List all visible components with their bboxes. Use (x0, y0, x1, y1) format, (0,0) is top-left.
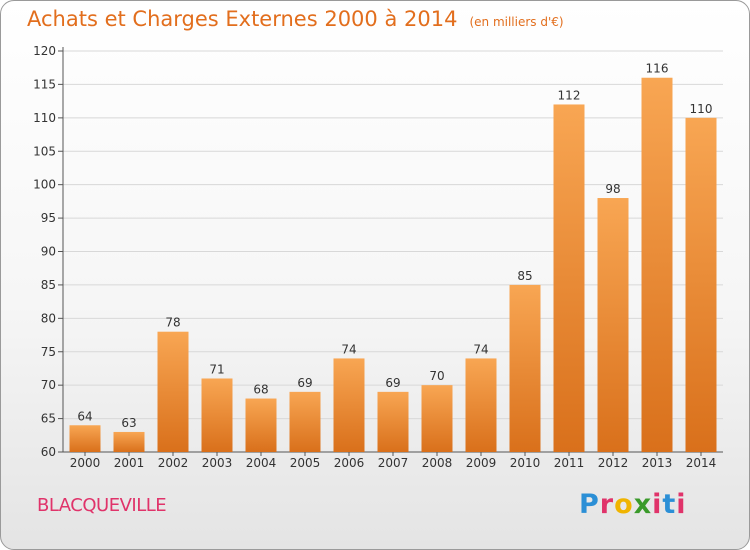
bar (201, 378, 233, 452)
bar (245, 398, 277, 452)
x-tick-label: 2002 (158, 456, 189, 470)
bar (69, 425, 101, 452)
chart-unit: (en milliers d'€) (469, 15, 564, 29)
x-tick-label: 2012 (598, 456, 629, 470)
bar (157, 331, 189, 452)
x-tick-label: 2011 (554, 456, 585, 470)
y-tick-label: 90 (41, 245, 56, 259)
bar-value-label: 71 (209, 362, 224, 376)
bar (597, 198, 629, 452)
x-tick-label: 2003 (202, 456, 233, 470)
x-tick-label: 2010 (510, 456, 541, 470)
y-tick-label: 110 (33, 111, 56, 125)
x-tick-label: 2008 (422, 456, 453, 470)
y-tick-label: 65 (41, 412, 56, 426)
commune-name: BLACQUEVILLE (37, 495, 167, 516)
logo-letter: x (633, 489, 653, 520)
bar (113, 431, 145, 452)
bar-value-label: 64 (77, 409, 92, 423)
axes: 60 65 70 75 80 85 90 95 100 105 110 115 120 2000 2001 2… (33, 44, 723, 470)
bar-value-label: 78 (165, 316, 180, 330)
logo-letter: P (579, 489, 600, 520)
bar (685, 117, 717, 452)
logo-letter: r (599, 489, 615, 520)
y-tick-label: 100 (33, 178, 56, 192)
x-tick-label: 2001 (114, 456, 145, 470)
bar-value-label: 110 (690, 102, 713, 116)
bar (289, 391, 321, 452)
bar (421, 385, 453, 452)
y-tick-label: 70 (41, 378, 56, 392)
x-tick-label: 2013 (642, 456, 673, 470)
chart-title: Achats et Charges Externes 2000 à 2014 (e… (27, 7, 564, 31)
bar (553, 104, 585, 452)
bar-value-label: 74 (473, 342, 488, 356)
x-tick-label: 2000 (70, 456, 101, 470)
bar-value-label: 69 (385, 376, 400, 390)
y-tick-label: 60 (41, 445, 56, 459)
y-tick-label: 115 (33, 77, 56, 91)
y-tick-label: 75 (41, 345, 56, 359)
bar-value-label: 85 (517, 269, 532, 283)
bar (465, 358, 497, 452)
x-tick-label: 2004 (246, 456, 277, 470)
y-tick-label: 105 (33, 144, 56, 158)
bar-value-label: 112 (558, 88, 581, 102)
bar (509, 284, 541, 452)
x-tick-label: 2006 (334, 456, 365, 470)
bar-value-label: 63 (121, 416, 136, 430)
bar-value-label: 70 (429, 369, 444, 383)
bar-value-label: 116 (646, 62, 669, 76)
y-tick-label: 95 (41, 211, 56, 225)
bar (641, 77, 673, 452)
proxiti-logo: Proxiti (579, 489, 687, 520)
x-tick-label: 2014 (686, 456, 717, 470)
chart-title-text: Achats et Charges Externes 2000 à 2014 (27, 7, 458, 31)
bar (333, 358, 365, 452)
x-tick-label: 2009 (466, 456, 497, 470)
y-tick-label: 120 (33, 44, 56, 58)
logo-letter: o (614, 489, 634, 520)
x-tick-label: 2007 (378, 456, 409, 470)
logo-letter: i (652, 489, 663, 520)
bars (69, 77, 717, 452)
bar (377, 391, 409, 452)
bar-value-label: 98 (605, 182, 620, 196)
x-tick-label: 2005 (290, 456, 321, 470)
data-labels: 64 63 78 71 68 69 74 69 70 74 85 112 98 116 110 (77, 62, 712, 430)
logo-letter: t (662, 489, 677, 520)
bar-value-label: 74 (341, 342, 356, 356)
logo-letter: i (676, 489, 687, 520)
y-tick-label: 85 (41, 278, 56, 292)
bar-value-label: 69 (297, 376, 312, 390)
bar-value-label: 68 (253, 383, 268, 397)
y-tick-label: 80 (41, 311, 56, 325)
